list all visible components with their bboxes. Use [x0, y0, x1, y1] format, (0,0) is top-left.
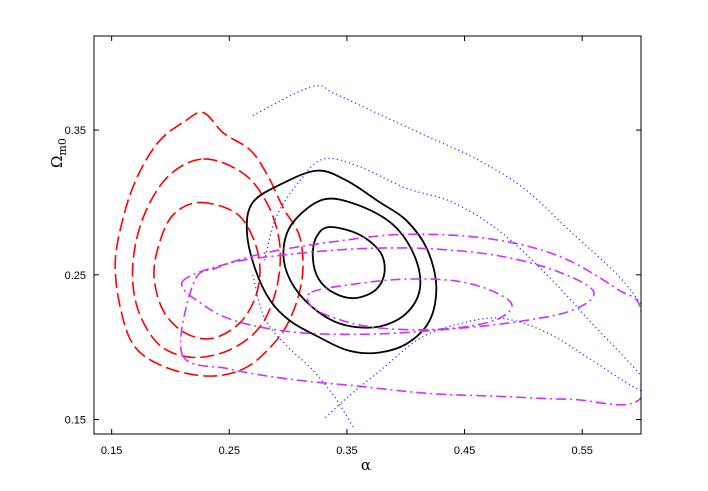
y-axis: 0.15 0.25 0.35 [65, 125, 641, 427]
contour-series-dotted [252, 84, 641, 428]
y-axis-label-sub: m0 [56, 138, 69, 155]
x-tick-label: 0.15 [101, 445, 122, 457]
contour-dash-dot-level-2 [180, 247, 595, 336]
contour-dotted-level-1 [263, 157, 641, 420]
x-tick-label: 0.25 [219, 445, 240, 457]
contour-dashed-level-3 [114, 111, 304, 377]
y-axis-label: Ωm0 [48, 138, 69, 168]
contour-series-dash-dot [179, 233, 641, 406]
x-tick-label: 0.35 [336, 445, 357, 457]
contour-layer [114, 84, 641, 428]
contour-dashed-level-2 [131, 158, 282, 359]
contour-dashed-level-1 [153, 201, 261, 340]
x-axis-label: α [361, 456, 371, 474]
x-tick-label: 0.55 [571, 445, 592, 457]
y-axis-label-main: Ω [48, 156, 66, 168]
contour-solid-level-1 [311, 226, 386, 300]
y-tick-label: 0.35 [65, 125, 86, 137]
contour-dash-dot-level-3 [179, 233, 641, 406]
contour-solid-level-2 [282, 197, 422, 329]
contour-series-solid [245, 169, 438, 355]
contour-dotted-level-2 [252, 84, 641, 305]
plot-frame [93, 35, 642, 435]
y-tick-label: 0.25 [65, 270, 86, 282]
contour-series-dashed [114, 111, 304, 377]
contour-solid-level-3 [245, 169, 438, 355]
y-tick-label: 0.15 [65, 415, 86, 427]
x-axis: 0.15 0.25 0.35 0.45 0.55 [101, 36, 593, 457]
svg-text:Ωm0: Ωm0 [48, 138, 69, 168]
x-tick-label: 0.45 [454, 445, 475, 457]
